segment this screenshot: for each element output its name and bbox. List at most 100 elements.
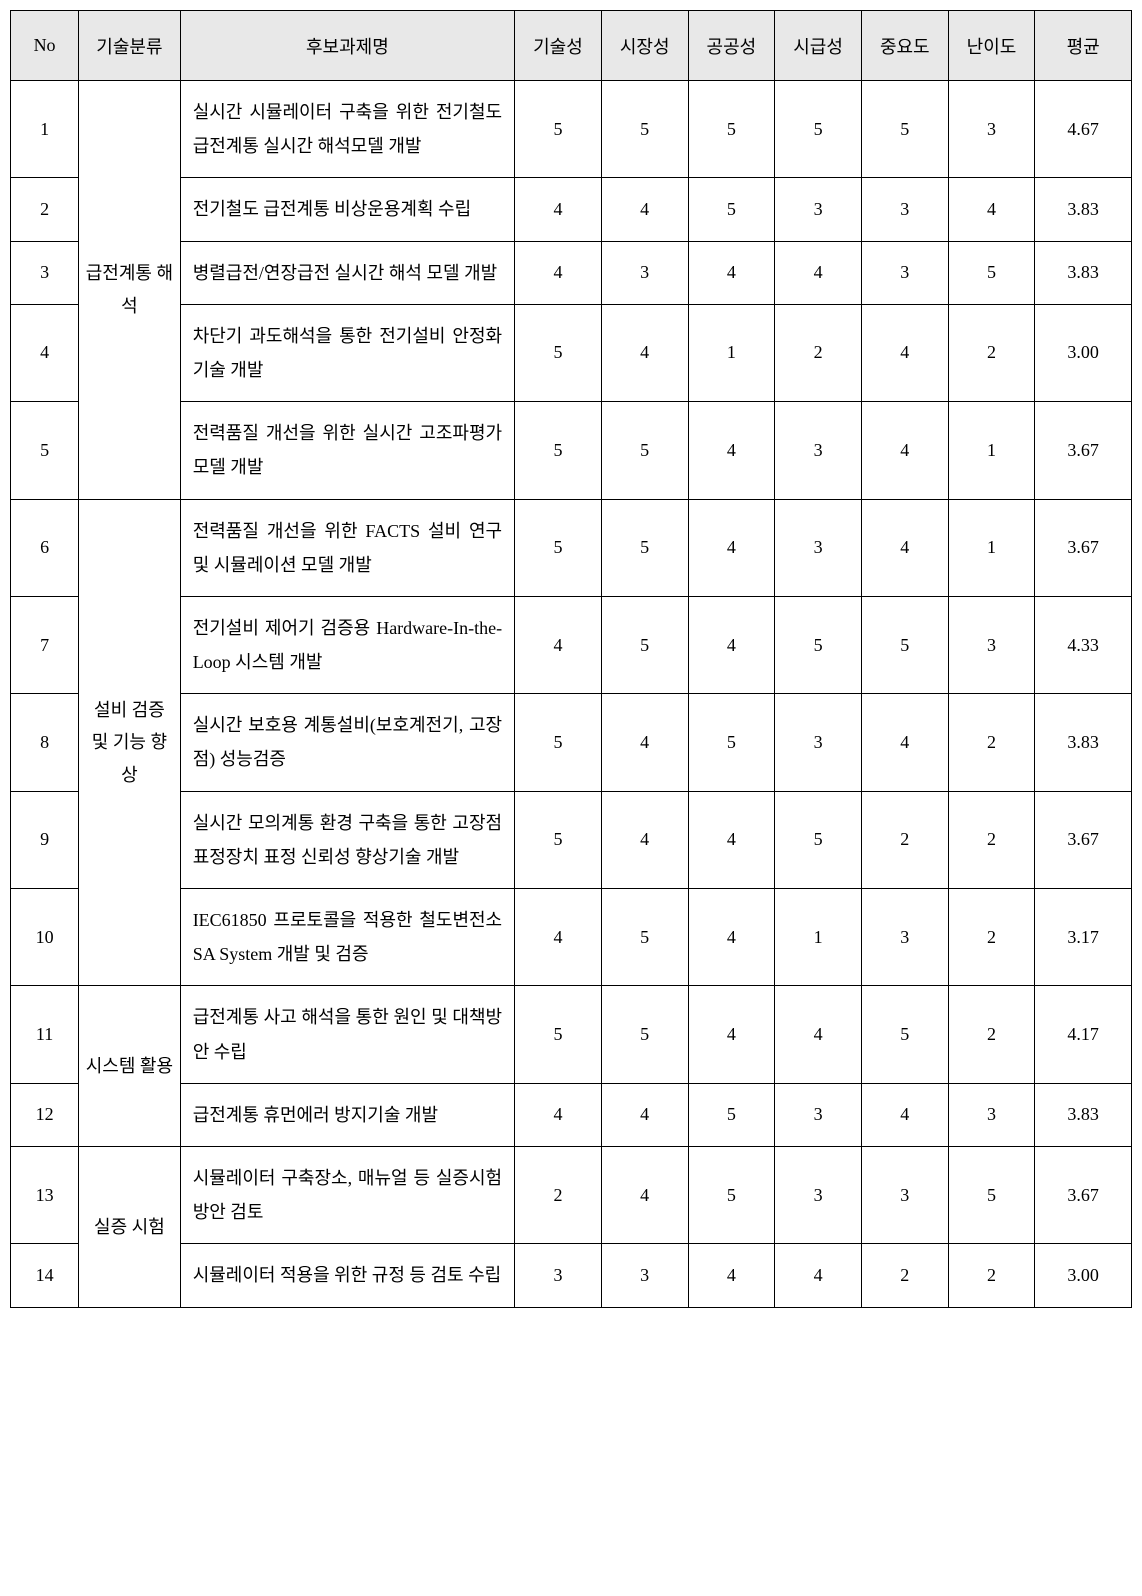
cell-no: 10 — [11, 889, 79, 986]
cell-market: 4 — [601, 791, 688, 888]
header-no: No — [11, 11, 79, 81]
cell-diff: 1 — [948, 499, 1035, 596]
cell-urgent: 2 — [775, 304, 862, 401]
cell-project-name: 실시간 보호용 계통설비(보호계전기, 고장점) 성능검증 — [180, 694, 514, 791]
cell-diff: 2 — [948, 889, 1035, 986]
cell-market: 4 — [601, 304, 688, 401]
cell-project-name: 병렬급전/연장급전 실시간 해석 모델 개발 — [180, 241, 514, 304]
cell-market: 4 — [601, 694, 688, 791]
cell-urgent: 3 — [775, 499, 862, 596]
cell-market: 5 — [601, 499, 688, 596]
cell-urgent: 5 — [775, 596, 862, 693]
cell-no: 8 — [11, 694, 79, 791]
cell-diff: 4 — [948, 178, 1035, 241]
header-avg: 평균 — [1035, 11, 1132, 81]
cell-avg: 3.67 — [1035, 402, 1132, 499]
cell-tech: 5 — [515, 694, 602, 791]
cell-project-name: 시뮬레이터 구축장소, 매뉴얼 등 실증시험방안 검토 — [180, 1146, 514, 1243]
cell-avg: 3.83 — [1035, 1083, 1132, 1146]
cell-avg: 3.83 — [1035, 241, 1132, 304]
cell-tech: 4 — [515, 241, 602, 304]
header-urgent: 시급성 — [775, 11, 862, 81]
cell-project-name: IEC61850 프로토콜을 적용한 철도변전소 SA System 개발 및 … — [180, 889, 514, 986]
cell-avg: 3.17 — [1035, 889, 1132, 986]
cell-import: 5 — [861, 81, 948, 178]
cell-tech: 4 — [515, 889, 602, 986]
cell-public: 5 — [688, 694, 775, 791]
cell-project-name: 전력품질 개선을 위한 실시간 고조파평가 모델 개발 — [180, 402, 514, 499]
cell-public: 5 — [688, 1083, 775, 1146]
cell-diff: 2 — [948, 986, 1035, 1083]
cell-project-name: 전력품질 개선을 위한 FACTS 설비 연구 및 시뮬레이션 모델 개발 — [180, 499, 514, 596]
cell-avg: 4.33 — [1035, 596, 1132, 693]
cell-import: 3 — [861, 241, 948, 304]
cell-diff: 3 — [948, 596, 1035, 693]
cell-diff: 1 — [948, 402, 1035, 499]
cell-no: 4 — [11, 304, 79, 401]
cell-urgent: 5 — [775, 791, 862, 888]
cell-import: 3 — [861, 889, 948, 986]
header-market: 시장성 — [601, 11, 688, 81]
cell-import: 4 — [861, 694, 948, 791]
cell-market: 4 — [601, 1083, 688, 1146]
cell-tech: 4 — [515, 596, 602, 693]
cell-diff: 2 — [948, 791, 1035, 888]
cell-avg: 3.83 — [1035, 694, 1132, 791]
cell-public: 4 — [688, 596, 775, 693]
cell-public: 4 — [688, 499, 775, 596]
cell-tech: 5 — [515, 499, 602, 596]
cell-tech: 5 — [515, 986, 602, 1083]
cell-urgent: 1 — [775, 889, 862, 986]
cell-tech: 5 — [515, 791, 602, 888]
cell-project-name: 차단기 과도해석을 통한 전기설비 안정화 기술 개발 — [180, 304, 514, 401]
cell-no: 11 — [11, 986, 79, 1083]
cell-import: 2 — [861, 791, 948, 888]
cell-public: 4 — [688, 402, 775, 499]
cell-avg: 3.00 — [1035, 304, 1132, 401]
table-header-row: No 기술분류 후보과제명 기술성 시장성 공공성 시급성 중요도 난이도 평균 — [11, 11, 1132, 81]
cell-tech: 4 — [515, 1083, 602, 1146]
cell-urgent: 4 — [775, 241, 862, 304]
cell-no: 2 — [11, 178, 79, 241]
cell-tech: 3 — [515, 1244, 602, 1307]
cell-category: 실증 시험 — [79, 1146, 181, 1307]
cell-category: 설비 검증 및 기능 향상 — [79, 499, 181, 986]
cell-diff: 2 — [948, 694, 1035, 791]
cell-project-name: 급전계통 휴먼에러 방지기술 개발 — [180, 1083, 514, 1146]
cell-public: 4 — [688, 241, 775, 304]
evaluation-table: No 기술분류 후보과제명 기술성 시장성 공공성 시급성 중요도 난이도 평균… — [10, 10, 1132, 1308]
cell-diff: 5 — [948, 1146, 1035, 1243]
cell-import: 4 — [861, 1083, 948, 1146]
header-import: 중요도 — [861, 11, 948, 81]
cell-project-name: 시뮬레이터 적용을 위한 규정 등 검토 수립 — [180, 1244, 514, 1307]
cell-market: 5 — [601, 986, 688, 1083]
header-category: 기술분류 — [79, 11, 181, 81]
cell-urgent: 3 — [775, 1083, 862, 1146]
cell-urgent: 5 — [775, 81, 862, 178]
cell-import: 4 — [861, 304, 948, 401]
table-row: 6설비 검증 및 기능 향상전력품질 개선을 위한 FACTS 설비 연구 및 … — [11, 499, 1132, 596]
table-row: 1급전계통 해석실시간 시뮬레이터 구축을 위한 전기철도 급전계통 실시간 해… — [11, 81, 1132, 178]
cell-no: 5 — [11, 402, 79, 499]
header-diff: 난이도 — [948, 11, 1035, 81]
cell-market: 5 — [601, 596, 688, 693]
cell-public: 5 — [688, 1146, 775, 1243]
cell-no: 3 — [11, 241, 79, 304]
cell-market: 5 — [601, 81, 688, 178]
cell-diff: 2 — [948, 1244, 1035, 1307]
cell-category: 급전계통 해석 — [79, 81, 181, 500]
cell-avg: 3.67 — [1035, 791, 1132, 888]
cell-market: 4 — [601, 178, 688, 241]
header-public: 공공성 — [688, 11, 775, 81]
cell-project-name: 실시간 시뮬레이터 구축을 위한 전기철도 급전계통 실시간 해석모델 개발 — [180, 81, 514, 178]
cell-urgent: 3 — [775, 402, 862, 499]
cell-no: 9 — [11, 791, 79, 888]
cell-market: 5 — [601, 402, 688, 499]
cell-public: 5 — [688, 81, 775, 178]
cell-import: 2 — [861, 1244, 948, 1307]
cell-diff: 2 — [948, 304, 1035, 401]
cell-tech: 5 — [515, 402, 602, 499]
cell-no: 6 — [11, 499, 79, 596]
cell-project-name: 전기철도 급전계통 비상운용계획 수립 — [180, 178, 514, 241]
cell-no: 1 — [11, 81, 79, 178]
